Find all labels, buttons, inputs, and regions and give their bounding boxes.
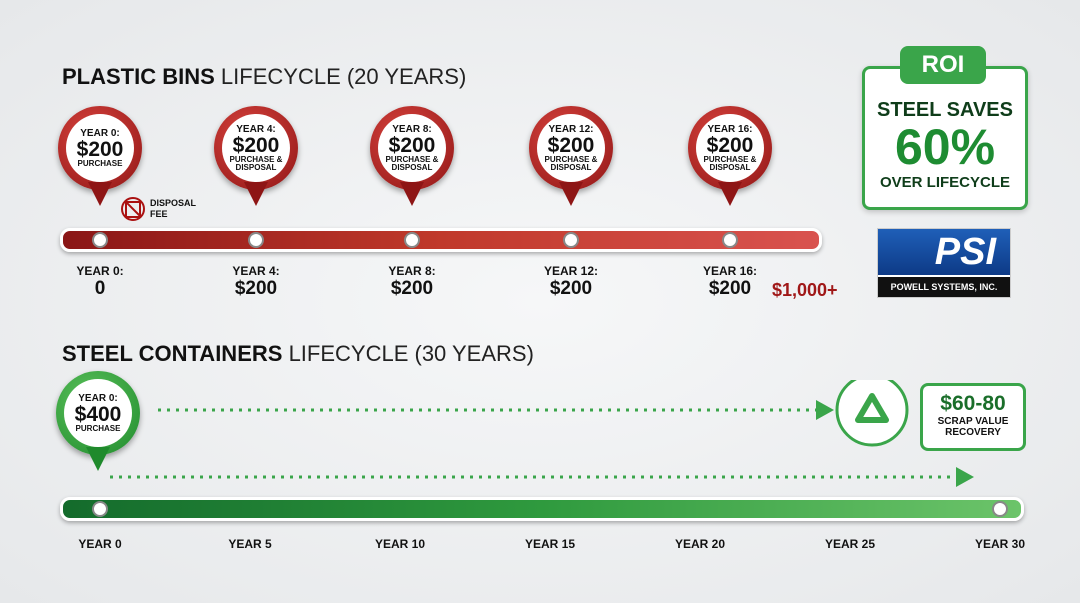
axis-label: YEAR 30: [974, 537, 1026, 551]
scrap-note: SCRAP VALUE RECOVERY: [937, 416, 1009, 438]
pin-note: PURCHASE & DISPOSAL: [385, 154, 439, 172]
timeline-year: YEAR 4:: [232, 264, 280, 278]
roi-line1: STEEL SAVES: [877, 99, 1013, 121]
timeline-cost: $200: [549, 278, 593, 300]
logo-mark: PSI: [878, 229, 1010, 275]
pin-amount: $200: [388, 133, 436, 157]
pin-note: PURCHASE & DISPOSAL: [544, 154, 598, 172]
axis-label: YEAR 25: [824, 537, 876, 551]
timeline-year: YEAR 0:: [76, 264, 124, 278]
timeline-cost: $200: [390, 278, 434, 300]
axis-label: YEAR 5: [228, 537, 272, 551]
timeline-dot: [722, 232, 738, 248]
logo: PSI POWELL SYSTEMS, INC.: [877, 228, 1011, 298]
roi-big: 60%: [894, 119, 996, 175]
timeline-year: YEAR 12:: [543, 264, 599, 278]
pin-note: PURCHASE: [77, 158, 123, 168]
title-bold: STEEL CONTAINERS: [62, 341, 283, 366]
pin-face: YEAR 0: $200 PURCHASE: [66, 114, 134, 182]
plastic-title: PLASTIC BINS LIFECYCLE (20 YEARS): [62, 64, 466, 90]
title-bold: PLASTIC BINS: [62, 64, 215, 89]
pin-label: YEAR 4:: [236, 123, 276, 135]
recycle-icon: [835, 380, 909, 447]
pin-label: YEAR 12:: [548, 123, 594, 135]
pin: YEAR 8: $200 PURCHASE & DISPOSAL: [370, 106, 454, 206]
axis-label: YEAR 0: [78, 537, 122, 551]
plastic-timeline: [60, 228, 822, 252]
pin: YEAR 4: $200 PURCHASE & DISPOSAL: [214, 106, 298, 206]
timeline-label: YEAR 4: $200: [206, 264, 306, 301]
roi-tag: ROI: [900, 46, 986, 84]
logo-name: POWELL SYSTEMS, INC.: [878, 277, 1010, 297]
pin-label: YEAR 0:: [78, 392, 118, 404]
timeline-cost: $200: [708, 278, 752, 300]
roi-line3: OVER LIFECYCLE: [879, 174, 1010, 191]
pin-label: YEAR 0:: [80, 127, 120, 139]
pin-amount: $200: [706, 133, 754, 157]
timeline-cost: 0: [94, 278, 106, 300]
timeline-cost: $200: [234, 278, 278, 300]
steel-title: STEEL CONTAINERS LIFECYCLE (30 YEARS): [62, 341, 534, 367]
timeline-dot: [563, 232, 579, 248]
pin-label: YEAR 8:: [392, 123, 432, 135]
timeline-year: YEAR 16:: [702, 264, 758, 278]
scrap-box: $60-80 SCRAP VALUE RECOVERY: [920, 383, 1026, 451]
disposal-icon: [121, 197, 145, 221]
timeline-label: YEAR 12: $200: [521, 264, 621, 301]
pin-amount: $200: [76, 137, 124, 161]
pin-face: YEAR 0: $400 PURCHASE: [64, 379, 132, 447]
pin-note: PURCHASE & DISPOSAL: [703, 154, 757, 172]
timeline-dot: [404, 232, 420, 248]
disposal-fee: DISPOSAL FEE: [150, 198, 196, 219]
pin: YEAR 0: $400 PURCHASE: [56, 371, 140, 471]
roi-box: STEEL SAVES 60% OVER LIFECYCLE: [862, 66, 1028, 210]
timeline-label: YEAR 16: $200: [680, 264, 780, 301]
timeline-label: YEAR 8: $200: [362, 264, 462, 301]
pin-amount: $200: [232, 133, 280, 157]
pin-face: YEAR 8: $200 PURCHASE & DISPOSAL: [378, 114, 446, 182]
pin-face: YEAR 12: $200 PURCHASE & DISPOSAL: [537, 114, 605, 182]
title-rest: LIFECYCLE (30 YEARS): [288, 341, 534, 366]
axis-label: YEAR 15: [524, 537, 576, 551]
pin-amount: $400: [74, 402, 122, 426]
pin-amount: $200: [547, 133, 595, 157]
timeline-dot: [92, 501, 108, 517]
timeline-dot: [248, 232, 264, 248]
steel-timeline: [60, 497, 1024, 521]
timeline-label: YEAR 0: 0: [50, 264, 150, 301]
scrap-amount: $60-80: [940, 392, 1006, 415]
pin-face: YEAR 16: $200 PURCHASE & DISPOSAL: [696, 114, 764, 182]
pin-note: PURCHASE & DISPOSAL: [229, 154, 283, 172]
timeline-year: YEAR 8:: [388, 264, 436, 278]
timeline-dot: [92, 232, 108, 248]
pin: YEAR 0: $200 PURCHASE: [58, 106, 142, 206]
axis-label: YEAR 10: [374, 537, 426, 551]
pin: YEAR 12: $200 PURCHASE & DISPOSAL: [529, 106, 613, 206]
axis-label: YEAR 20: [674, 537, 726, 551]
flow-arrows: [110, 380, 974, 487]
pin-face: YEAR 4: $200 PURCHASE & DISPOSAL: [222, 114, 290, 182]
pin-label: YEAR 16:: [707, 123, 753, 135]
title-rest: LIFECYCLE (20 YEARS): [220, 64, 467, 89]
timeline-dot: [992, 501, 1008, 517]
pin-note: PURCHASE: [75, 423, 121, 433]
pin: YEAR 16: $200 PURCHASE & DISPOSAL: [688, 106, 772, 206]
plastic-total: $1,000+: [772, 280, 838, 300]
